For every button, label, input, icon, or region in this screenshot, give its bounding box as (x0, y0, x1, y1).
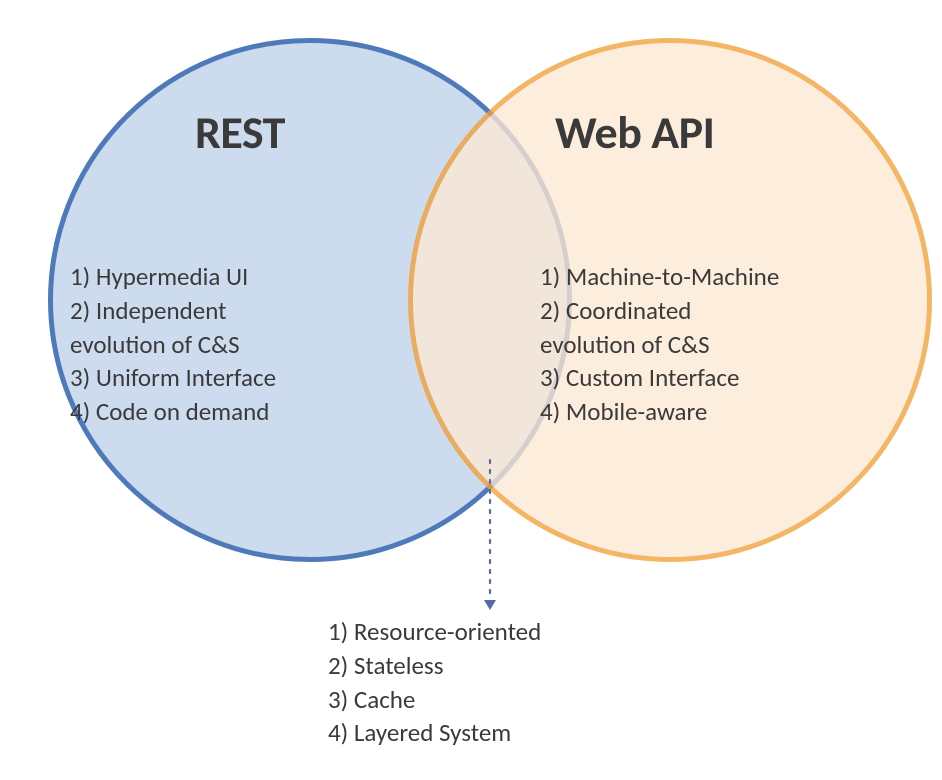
venn-right-items: 1) Machine-to-Machine 2) Coordinated evo… (540, 260, 779, 429)
list-item: 1) Hypermedia UI (70, 260, 276, 294)
list-item: 3) Uniform Interface (70, 361, 276, 395)
venn-right-title: Web API (555, 105, 714, 161)
list-item: 2) Independent (70, 294, 276, 328)
list-item: evolution of C&S (540, 328, 779, 362)
venn-overlap-items: 1) Resource-oriented 2) Stateless 3) Cac… (328, 615, 541, 750)
list-item: 1) Resource-oriented (328, 615, 541, 649)
list-item: 3) Custom Interface (540, 361, 779, 395)
list-item: 2) Stateless (328, 649, 541, 683)
list-item: evolution of C&S (70, 328, 276, 362)
list-item: 4) Layered System (328, 716, 541, 750)
venn-left-title: REST (195, 105, 285, 161)
list-item: 4) Code on demand (70, 395, 276, 429)
list-item: 3) Cache (328, 683, 541, 717)
list-item: 4) Mobile-aware (540, 395, 779, 429)
venn-left-items: 1) Hypermedia UI 2) Independent evolutio… (70, 260, 276, 429)
list-item: 1) Machine-to-Machine (540, 260, 779, 294)
venn-diagram: REST Web API 1) Hypermedia UI 2) Indepen… (0, 0, 942, 780)
list-item: 2) Coordinated (540, 294, 779, 328)
